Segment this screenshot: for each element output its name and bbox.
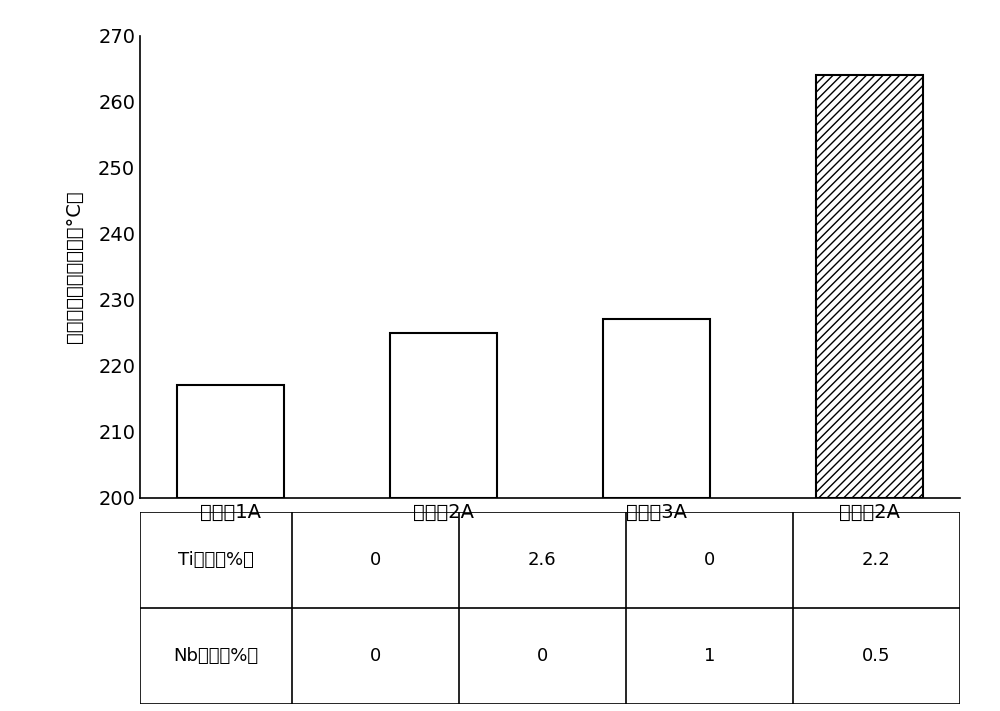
Text: Nb（原子%）: Nb（原子%） [173, 647, 258, 665]
Text: 2.2: 2.2 [862, 551, 891, 569]
Text: 0: 0 [704, 551, 715, 569]
Y-axis label: 最大氧产生峰値温度（°C）: 最大氧产生峰値温度（°C） [65, 191, 84, 343]
Bar [816, 75, 923, 498]
Bar [603, 319, 710, 498]
Text: 2.6: 2.6 [528, 551, 557, 569]
Bar [390, 333, 497, 498]
Text: 0: 0 [537, 647, 548, 665]
Text: 0.5: 0.5 [862, 647, 891, 665]
Text: 0: 0 [370, 551, 381, 569]
Text: 0: 0 [370, 647, 381, 665]
Text: Ti（原子%）: Ti（原子%） [178, 551, 254, 569]
Text: 1: 1 [704, 647, 715, 665]
Bar [177, 385, 284, 498]
